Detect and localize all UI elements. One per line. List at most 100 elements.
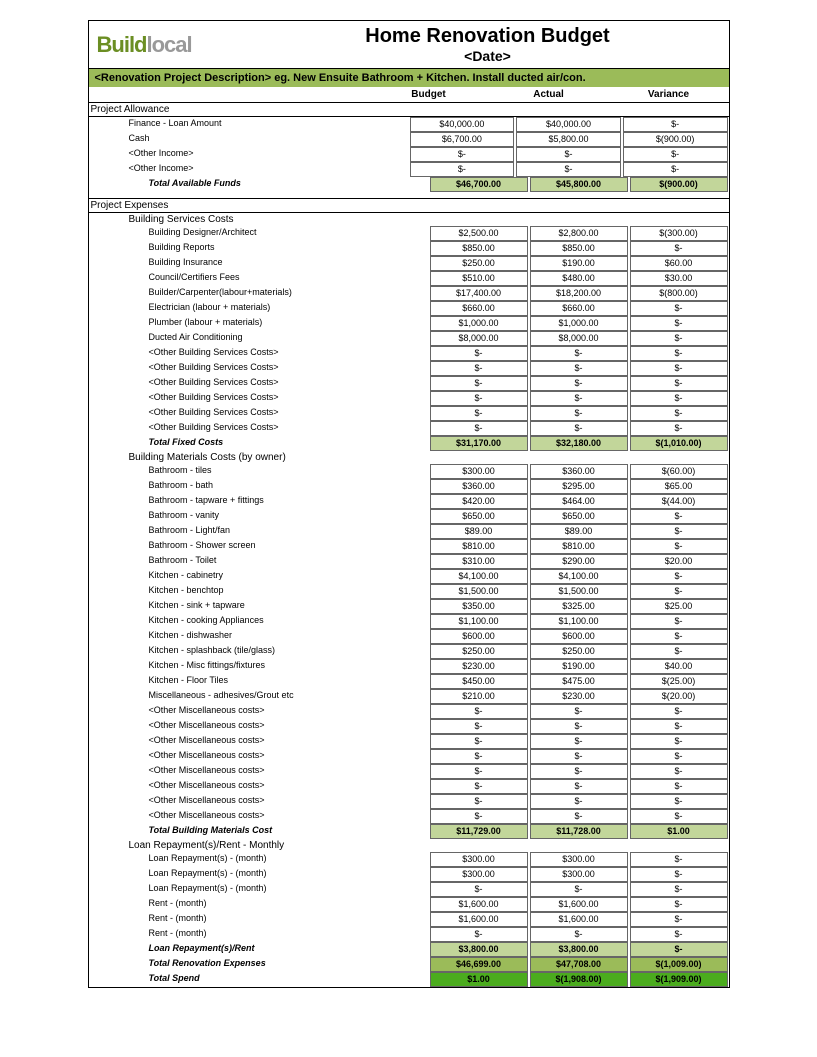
cell-a: $475.00 xyxy=(530,674,628,689)
column-headers: Budget Actual Variance xyxy=(89,87,729,102)
cell-a: $- xyxy=(530,346,628,361)
table-row: Loan Repayment(s) - (month)$300.00$300.0… xyxy=(89,867,729,882)
row-label: Total Spend xyxy=(89,972,429,987)
cell-a: $1,000.00 xyxy=(530,316,628,331)
cell-b: $- xyxy=(430,704,528,719)
cell-b: $230.00 xyxy=(430,659,528,674)
cell-v: $- xyxy=(630,867,728,882)
row-label: Council/Certifiers Fees xyxy=(89,271,429,286)
cell-v: $- xyxy=(630,764,728,779)
table-row: Bathroom - Shower screen$810.00$810.00$- xyxy=(89,539,729,554)
cell-b: $420.00 xyxy=(430,494,528,509)
cell-b: $300.00 xyxy=(430,852,528,867)
cell-v: $- xyxy=(623,147,728,162)
total-row: Total Building Materials Cost$11,729.00$… xyxy=(89,824,729,839)
cell-a: $47,708.00 xyxy=(530,957,628,972)
row-label: Bathroom - bath xyxy=(89,479,429,494)
sub-loan: Loan Repayment(s)/Rent - Monthly xyxy=(89,839,729,852)
row-label: Loan Repayment(s) - (month) xyxy=(89,867,429,882)
cell-a: $810.00 xyxy=(530,539,628,554)
row-label: <Other Miscellaneous costs> xyxy=(89,764,429,779)
cell-b: $4,100.00 xyxy=(430,569,528,584)
cell-b: $300.00 xyxy=(430,464,528,479)
cell-b: $- xyxy=(430,391,528,406)
cell-a: $290.00 xyxy=(530,554,628,569)
cell-a: $- xyxy=(530,734,628,749)
cell-v: $- xyxy=(630,301,728,316)
cell-a: $660.00 xyxy=(530,301,628,316)
row-label: <Other Income> xyxy=(89,147,409,162)
cell-v: $- xyxy=(630,809,728,824)
cell-a: $190.00 xyxy=(530,256,628,271)
row-label: Kitchen - Misc fittings/fixtures xyxy=(89,659,429,674)
row-label: Loan Repayment(s)/Rent xyxy=(89,942,429,957)
cell-a: $480.00 xyxy=(530,271,628,286)
cell-b: $600.00 xyxy=(430,629,528,644)
logo-part2: local xyxy=(147,32,192,57)
cell-v: $- xyxy=(630,704,728,719)
cell-a: $- xyxy=(530,719,628,734)
cell-v: $- xyxy=(630,331,728,346)
table-row: <Other Building Services Costs>$-$-$- xyxy=(89,421,729,436)
row-label: Total Available Funds xyxy=(89,177,429,192)
row-label: Bathroom - tapware + fittings xyxy=(89,494,429,509)
row-label: <Other Building Services Costs> xyxy=(89,346,429,361)
table-row: <Other Income>$-$-$- xyxy=(89,147,729,162)
table-row: <Other Miscellaneous costs>$-$-$- xyxy=(89,704,729,719)
cell-v: $- xyxy=(630,779,728,794)
cell-v: $- xyxy=(630,927,728,942)
row-label: <Other Income> xyxy=(89,162,409,177)
cell-b: $510.00 xyxy=(430,271,528,286)
cell-v: $- xyxy=(630,942,728,957)
cell-b: $1,100.00 xyxy=(430,614,528,629)
cell-a: $5,800.00 xyxy=(516,132,621,147)
cell-a: $650.00 xyxy=(530,509,628,524)
cell-b: $1.00 xyxy=(430,972,528,987)
row-label: Kitchen - cooking Appliances xyxy=(89,614,429,629)
table-row: Kitchen - splashback (tile/glass)$250.00… xyxy=(89,644,729,659)
cell-v: $(60.00) xyxy=(630,464,728,479)
cell-a: $850.00 xyxy=(530,241,628,256)
table-row: Bathroom - tapware + fittings$420.00$464… xyxy=(89,494,729,509)
table-row: Council/Certifiers Fees$510.00$480.00$30… xyxy=(89,271,729,286)
title-block: Home Renovation Budget <Date> xyxy=(255,21,729,68)
row-label: <Other Miscellaneous costs> xyxy=(89,719,429,734)
table-row: Kitchen - cabinetry$4,100.00$4,100.00$- xyxy=(89,569,729,584)
cell-a: $- xyxy=(516,147,621,162)
cell-b: $- xyxy=(430,809,528,824)
cell-b: $3,800.00 xyxy=(430,942,528,957)
cell-v: $(1,909.00) xyxy=(630,972,728,987)
cell-b: $210.00 xyxy=(430,689,528,704)
cell-v: $- xyxy=(623,117,728,132)
row-label: Kitchen - Floor Tiles xyxy=(89,674,429,689)
cell-b: $89.00 xyxy=(430,524,528,539)
cell-v: $- xyxy=(630,509,728,524)
cell-v: $- xyxy=(630,749,728,764)
cell-a: $- xyxy=(530,749,628,764)
row-label: Kitchen - cabinetry xyxy=(89,569,429,584)
table-row: <Other Miscellaneous costs>$-$-$- xyxy=(89,779,729,794)
cell-v: $20.00 xyxy=(630,554,728,569)
cell-v: $- xyxy=(630,361,728,376)
cell-a: $32,180.00 xyxy=(530,436,628,451)
table-row: <Other Building Services Costs>$-$-$- xyxy=(89,406,729,421)
cell-a: $3,800.00 xyxy=(530,942,628,957)
cell-a: $1,500.00 xyxy=(530,584,628,599)
cell-b: $31,170.00 xyxy=(430,436,528,451)
cell-b: $46,699.00 xyxy=(430,957,528,972)
table-row: Kitchen - benchtop$1,500.00$1,500.00$- xyxy=(89,584,729,599)
cell-a: $89.00 xyxy=(530,524,628,539)
table-row: Finance - Loan Amount$40,000.00$40,000.0… xyxy=(89,117,729,132)
cell-a: $- xyxy=(530,764,628,779)
row-label: Building Reports xyxy=(89,241,429,256)
cell-v: $- xyxy=(630,391,728,406)
cell-a: $300.00 xyxy=(530,867,628,882)
col-budget: Budget xyxy=(369,87,489,102)
cell-v: $(900.00) xyxy=(623,132,728,147)
table-row: Plumber (labour + materials)$1,000.00$1,… xyxy=(89,316,729,331)
row-label: Loan Repayment(s) - (month) xyxy=(89,852,429,867)
row-label: Electrician (labour + materials) xyxy=(89,301,429,316)
cell-b: $1,500.00 xyxy=(430,584,528,599)
cell-b: $8,000.00 xyxy=(430,331,528,346)
cell-v: $(44.00) xyxy=(630,494,728,509)
